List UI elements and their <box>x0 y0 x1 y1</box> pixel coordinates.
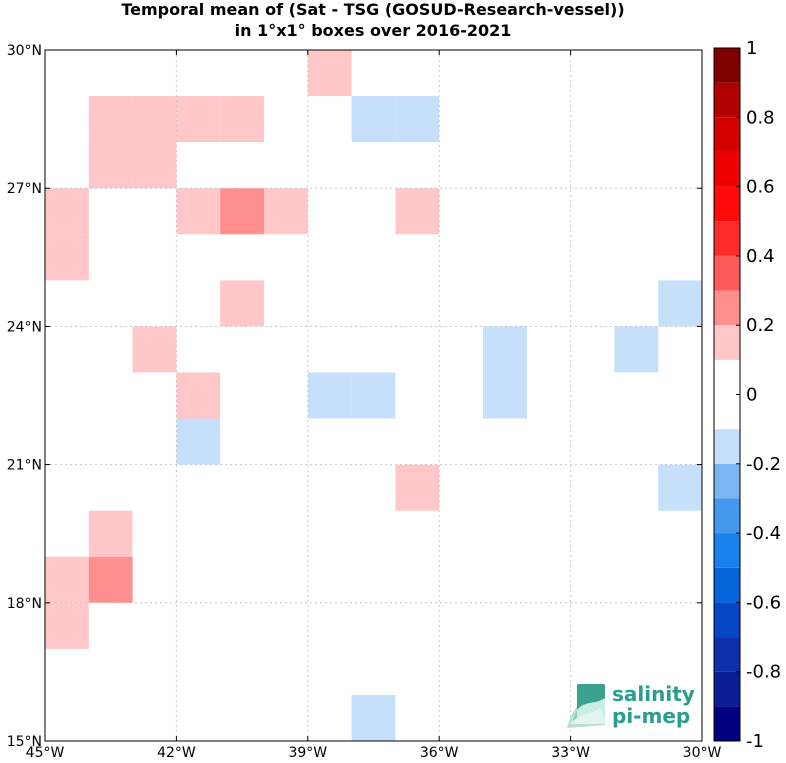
colorbar-bin <box>714 221 740 256</box>
colorbar-bin <box>714 325 740 360</box>
map-frame <box>44 49 703 742</box>
map-cell <box>658 464 702 511</box>
colorbar-bin <box>714 567 740 603</box>
map-cell <box>45 556 89 603</box>
map-cell <box>88 96 133 143</box>
salinity-pi-mep-logo: salinity pi-mep <box>567 682 695 728</box>
map-cell <box>307 50 352 97</box>
colorbar-tick-label: 0.8 <box>746 107 775 128</box>
y-tick-label: 18°N <box>7 596 42 612</box>
colorbar-tick-label: -0.2 <box>746 454 781 475</box>
logo-text-salinity: salinity <box>612 682 695 706</box>
map-cell <box>88 142 133 189</box>
colorbar-tick-label: 0.6 <box>746 177 775 198</box>
colorbar-bin <box>714 48 740 83</box>
colorbar-ticks: 1 0.8 0.6 0.4 0.2 0 -0.2 -0.4 -0.6 -0.8 -1 <box>736 38 781 752</box>
colorbar-tick-label: -1 <box>746 731 764 752</box>
x-tick-label: 36°W <box>420 745 459 761</box>
colorbar-bin <box>714 82 740 118</box>
colorbar-bin <box>714 637 740 672</box>
y-tick-label: 27°N <box>7 181 42 197</box>
map-cell <box>88 510 133 557</box>
map-title-line-1: Temporal mean of (Sat - TSG (GOSUD-Resea… <box>121 0 625 19</box>
map-cell <box>658 280 702 327</box>
colorbar-tick-label: 0.2 <box>746 315 775 336</box>
x-tick-label: 39°W <box>288 745 327 761</box>
map-gridlines <box>45 50 702 741</box>
colorbar-tick-label: -0.6 <box>746 592 781 613</box>
colorbar-tick-label: 1 <box>746 38 757 59</box>
colorbar-bin <box>714 671 740 707</box>
map-cell <box>351 694 396 741</box>
y-tick-label: 24°N <box>7 319 42 335</box>
map-cell <box>45 188 89 235</box>
colorbar-bin <box>714 290 740 326</box>
logo-text-pi-mep: pi-mep <box>612 704 690 728</box>
map-axis-ticks: 45°W 42°W 39°W 36°W 33°W 30°W 30°N 27°N 24°N 21°N… <box>7 43 722 761</box>
map-cell <box>395 188 440 235</box>
x-tick-label: 42°W <box>157 745 196 761</box>
map-cell <box>351 372 396 419</box>
colorbar-bin <box>714 255 740 291</box>
wave-logo-icon <box>567 684 605 728</box>
map-cell <box>395 464 440 511</box>
map-cell <box>45 234 89 281</box>
x-tick-label: 33°W <box>551 745 590 761</box>
colorbar-tick-label: -0.4 <box>746 523 781 544</box>
colorbar-bin <box>714 151 740 187</box>
map-cell <box>351 96 396 143</box>
map-cell <box>395 96 440 143</box>
colorbar-tick-label: 0 <box>746 385 757 406</box>
colorbar-bin <box>714 498 740 534</box>
map-cell <box>176 188 221 235</box>
colorbar-tick-label: 0.4 <box>746 246 775 267</box>
map-cell <box>132 326 177 373</box>
colorbar-bin <box>714 463 740 499</box>
map-cell <box>176 418 221 465</box>
map-cell <box>483 326 527 373</box>
colorbar-tick-label: -0.8 <box>746 662 781 683</box>
map-cell <box>614 326 659 373</box>
colorbar-bin <box>714 186 740 222</box>
colorbar-bin <box>714 706 740 741</box>
y-tick-label: 21°N <box>7 458 42 474</box>
colorbar-bin <box>714 533 740 568</box>
map-cell <box>220 188 264 235</box>
map-cell <box>220 96 264 143</box>
map-cell <box>132 96 177 143</box>
map-cell <box>176 96 221 143</box>
colorbar-bin <box>714 429 740 464</box>
map-cell <box>88 556 133 603</box>
map-cell <box>176 372 221 419</box>
colorbar <box>713 47 741 742</box>
y-tick-label: 15°N <box>7 734 42 750</box>
map-cells-layer <box>45 50 702 741</box>
map-cell <box>264 188 308 235</box>
map-cell <box>307 372 352 419</box>
y-tick-label: 30°N <box>7 43 42 59</box>
colorbar-bin <box>714 117 740 152</box>
colorbar-bin <box>714 602 740 638</box>
map-cell <box>483 372 527 419</box>
colorbar-bin <box>714 359 740 430</box>
map-cell <box>132 142 177 189</box>
map-title-line-2: in 1°x1° boxes over 2016-2021 <box>234 21 512 40</box>
x-tick-label: 30°W <box>683 745 722 761</box>
map-cell <box>45 602 89 649</box>
x-tick-label: 45°W <box>26 745 65 761</box>
map-cell <box>220 280 264 327</box>
